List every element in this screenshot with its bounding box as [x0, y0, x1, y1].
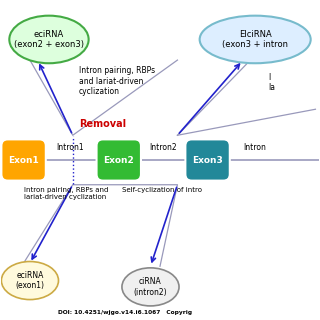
FancyBboxPatch shape — [1, 140, 46, 180]
Ellipse shape — [1, 261, 59, 300]
Text: DOI: 10.4251/wjgo.v14.i6.1067   Copyrig: DOI: 10.4251/wjgo.v14.i6.1067 Copyrig — [59, 310, 193, 316]
Text: I
la: I la — [268, 73, 275, 92]
Text: Intron1: Intron1 — [56, 143, 84, 152]
FancyBboxPatch shape — [185, 140, 230, 180]
Text: Exon3: Exon3 — [192, 156, 223, 164]
FancyBboxPatch shape — [97, 140, 141, 180]
Ellipse shape — [122, 268, 179, 306]
Text: EIciRNA
(exon3 + intron: EIciRNA (exon3 + intron — [222, 30, 288, 49]
Text: Exon1: Exon1 — [8, 156, 39, 164]
Text: Intron: Intron — [244, 143, 267, 152]
Text: Intron2: Intron2 — [149, 143, 177, 152]
Ellipse shape — [200, 16, 311, 63]
Text: Intron pairing, RBPs
and lariat-driven
cyclization: Intron pairing, RBPs and lariat-driven c… — [79, 67, 155, 96]
Text: Intron pairing, RBPs and
lariat-driven cyclization: Intron pairing, RBPs and lariat-driven c… — [24, 187, 108, 200]
Text: Removal: Removal — [79, 118, 126, 129]
Text: Exon2: Exon2 — [103, 156, 134, 164]
Text: ciRNA
(intron2): ciRNA (intron2) — [134, 277, 167, 297]
Text: eciRNA
(exon2 + exon3): eciRNA (exon2 + exon3) — [14, 30, 84, 49]
Ellipse shape — [9, 16, 89, 63]
Text: Self-cyclization of intro: Self-cyclization of intro — [122, 187, 202, 193]
Text: eciRNA
(exon1): eciRNA (exon1) — [15, 271, 44, 290]
